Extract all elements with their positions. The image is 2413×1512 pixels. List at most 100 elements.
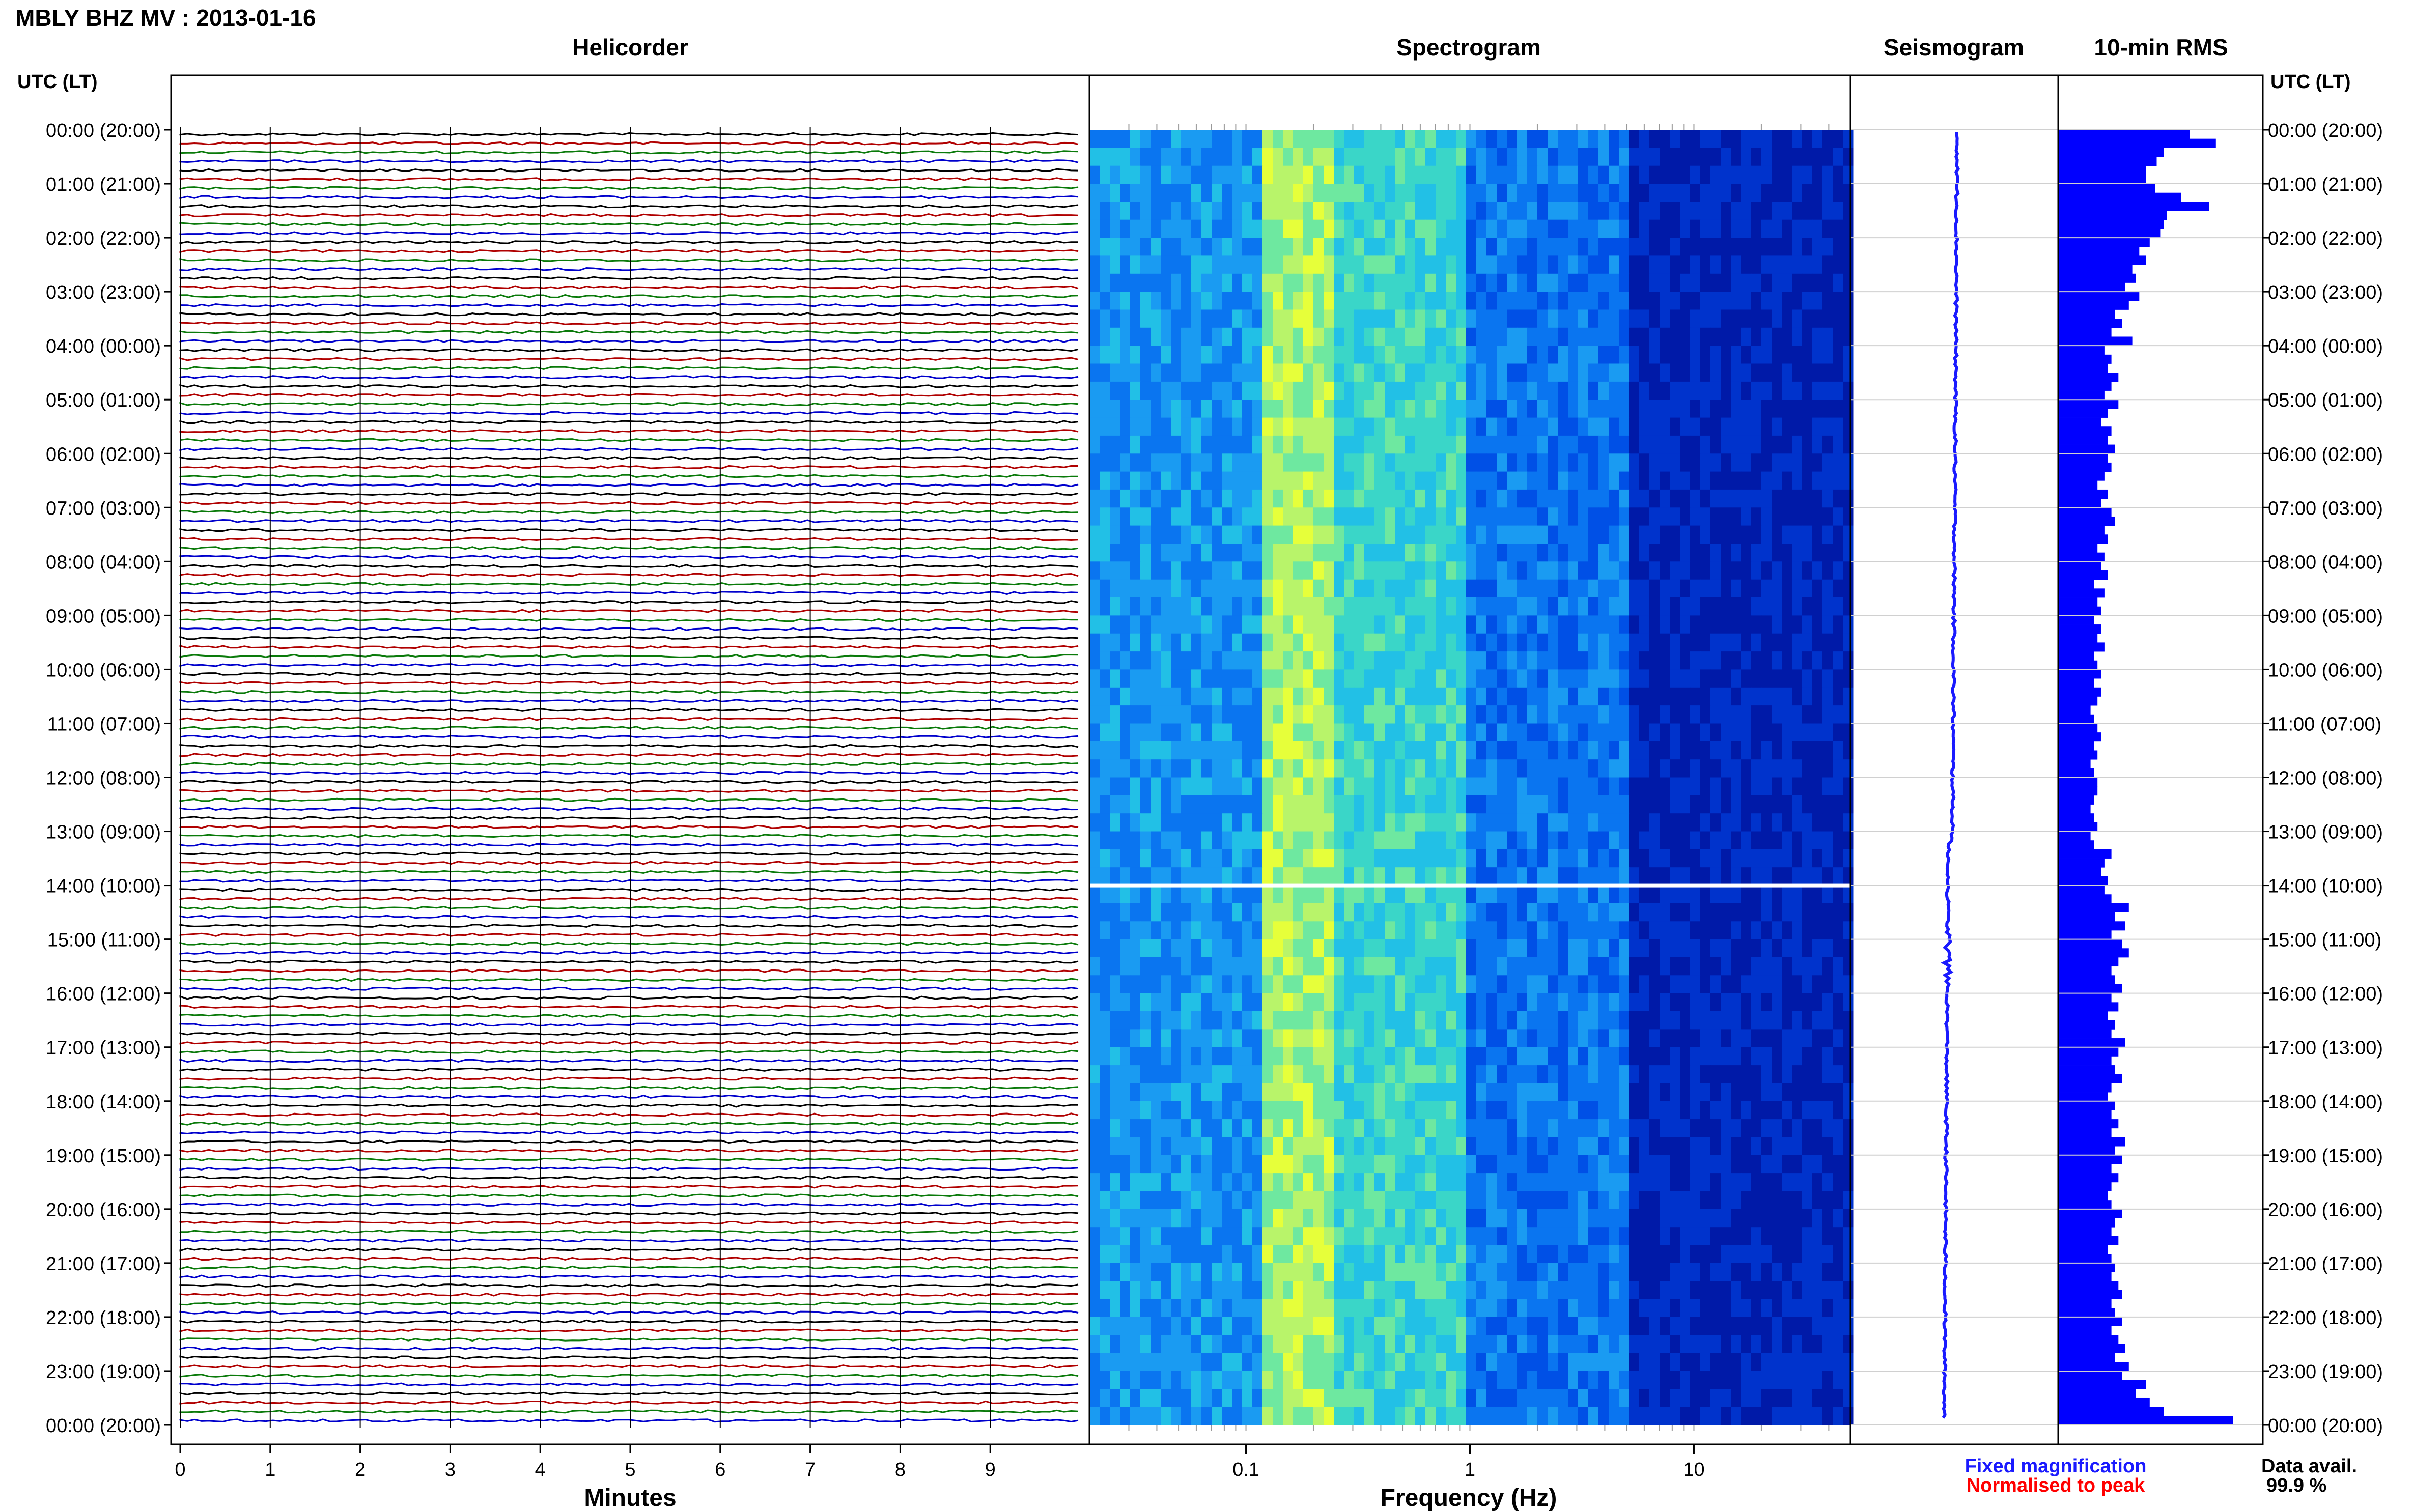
spectrogram-cell xyxy=(1710,1209,1721,1228)
spectrogram-cell xyxy=(1354,507,1365,526)
spectrogram-cell xyxy=(1151,778,1161,796)
spectrogram-cell xyxy=(1456,634,1467,652)
spectrogram-cell xyxy=(1517,1119,1528,1137)
spectrogram-cell xyxy=(1120,1245,1131,1264)
helicorder-trace xyxy=(180,1185,1078,1188)
spectrogram-cell xyxy=(1700,921,1711,939)
spectrogram-cell xyxy=(1161,1245,1171,1264)
spectrogram-cell xyxy=(1222,346,1232,364)
spectrogram-cell xyxy=(1252,1119,1263,1137)
spectrogram-cell xyxy=(1273,741,1283,760)
spectrogram-cell xyxy=(1405,1245,1416,1264)
spectrogram-cell xyxy=(1140,202,1151,220)
spectrogram-cell xyxy=(1334,1101,1344,1120)
spectrogram-cell xyxy=(1690,184,1701,202)
spectrogram-cell xyxy=(1130,1101,1141,1120)
spectrogram-cell xyxy=(1588,634,1599,652)
spectrogram-cell xyxy=(1670,526,1680,544)
spectrogram-cell xyxy=(1822,1065,1833,1083)
spectrogram-cell xyxy=(1507,526,1518,544)
spectrogram-cell xyxy=(1151,580,1161,598)
spectrogram-cell xyxy=(1751,921,1762,939)
spectrogram-cell xyxy=(1212,472,1222,490)
helicorder-trace xyxy=(180,969,1078,972)
spectrogram-cell xyxy=(1486,364,1497,382)
spectrogram-cell xyxy=(1741,1065,1752,1083)
spectrogram-cell xyxy=(1721,1227,1731,1245)
spectrogram-cell xyxy=(1497,507,1507,526)
spectrogram-cell xyxy=(1262,1137,1273,1155)
spectrogram-cell xyxy=(1812,778,1823,796)
spectrogram-cell xyxy=(1792,1245,1803,1264)
spectrogram-cell xyxy=(1089,1173,1100,1191)
spectrogram-cell xyxy=(1812,615,1823,634)
spectrogram-cell xyxy=(1670,238,1680,256)
spectrogram-cell xyxy=(1527,1227,1538,1245)
spectrogram-cell xyxy=(1629,436,1640,454)
spectrogram-cell xyxy=(1568,957,1579,976)
spectrogram-cell xyxy=(1598,1209,1609,1228)
spectrogram-cell xyxy=(1476,166,1487,184)
spectrogram-cell xyxy=(1833,328,1843,346)
helicorder-trace xyxy=(180,1231,1078,1233)
spectrogram-cell xyxy=(1741,346,1752,364)
spectrogram-cell xyxy=(1660,1227,1670,1245)
spectrogram-cell xyxy=(1130,849,1141,868)
spectrogram-cell xyxy=(1140,1083,1151,1101)
spectrogram-cell xyxy=(1741,849,1752,868)
spectrogram-cell xyxy=(1802,741,1813,760)
spectrogram-cell xyxy=(1670,328,1680,346)
spectrogram-cell xyxy=(1568,148,1579,166)
spectrogram-cell xyxy=(1639,1065,1650,1083)
spectrogram-cell xyxy=(1680,1173,1691,1191)
spectrogram-cell xyxy=(1293,472,1304,490)
spectrogram-cell xyxy=(1843,1011,1854,1030)
spectrogram-cell xyxy=(1222,544,1232,562)
spectrogram-cell xyxy=(1334,490,1344,508)
spectrogram-cell xyxy=(1527,1191,1538,1210)
spectrogram-cell xyxy=(1161,292,1171,310)
spectrogram-cell xyxy=(1812,1101,1823,1120)
spectrogram-cell xyxy=(1761,903,1772,922)
spectrogram-cell xyxy=(1130,795,1141,814)
helicorder-trace xyxy=(180,1266,1078,1269)
spectrogram-cell xyxy=(1273,238,1283,256)
spectrogram-cell xyxy=(1527,832,1538,850)
spectrogram-cell xyxy=(1639,1155,1650,1174)
spectrogram-cell xyxy=(1212,921,1222,939)
spectrogram-cell xyxy=(1313,921,1324,939)
spectrogram-cell xyxy=(1395,813,1406,832)
spectrogram-cell xyxy=(1649,184,1660,202)
spectrogram-cell xyxy=(1313,561,1324,580)
spectrogram-cell xyxy=(1283,724,1294,742)
spectrogram-cell xyxy=(1812,651,1823,670)
spectrogram-cell xyxy=(1436,813,1446,832)
spectrogram-cell xyxy=(1568,436,1579,454)
spectrogram-cell xyxy=(1792,688,1803,706)
spectrogram-cell xyxy=(1578,130,1589,148)
spectrogram-cell xyxy=(1466,705,1477,724)
spectrogram-cell xyxy=(1232,346,1243,364)
spectrogram-cell xyxy=(1212,364,1222,382)
spectrogram-cell xyxy=(1761,202,1772,220)
spectrogram-cell xyxy=(1395,418,1406,436)
spectrogram-cell xyxy=(1181,724,1192,742)
spectrogram-cell xyxy=(1232,292,1243,310)
spectrogram-cell xyxy=(1130,832,1141,850)
spectrogram-cell xyxy=(1466,453,1477,472)
spectrogram-cell xyxy=(1507,957,1518,976)
spectrogram-cell xyxy=(1619,453,1630,472)
spectrogram-cell xyxy=(1568,274,1579,292)
spectrogram-cell xyxy=(1313,507,1324,526)
spectrogram-cell xyxy=(1446,1047,1456,1066)
spectrogram-cell xyxy=(1812,1119,1823,1137)
spectrogram-cell xyxy=(1700,130,1711,148)
spectrogram-cell xyxy=(1201,867,1212,886)
spectrogram-cell xyxy=(1751,453,1762,472)
spectrogram-cell xyxy=(1558,1155,1568,1174)
spectrogram-cell xyxy=(1833,418,1843,436)
spectrogram-cell xyxy=(1212,886,1222,904)
spectrogram-cell xyxy=(1201,1137,1212,1155)
spectrogram-cell xyxy=(1262,507,1273,526)
spectrogram-cell xyxy=(1700,544,1711,562)
